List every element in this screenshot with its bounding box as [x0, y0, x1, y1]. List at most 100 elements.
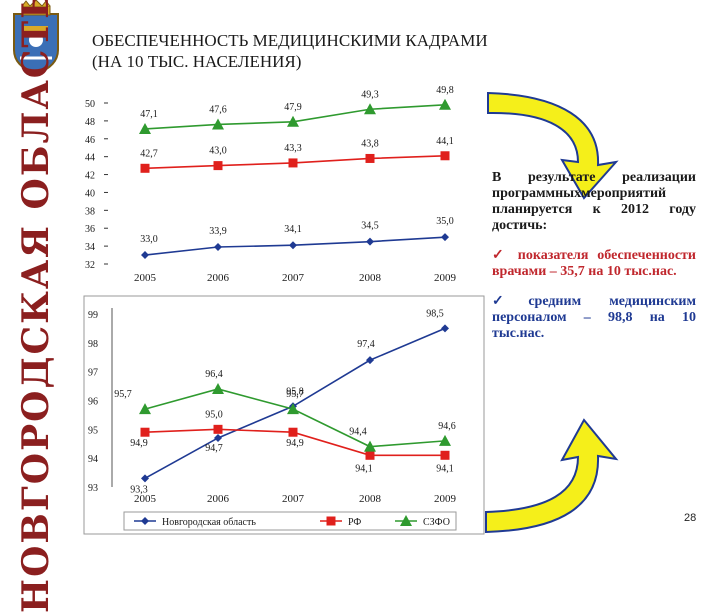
chart1-data-label-2: 43,3 — [284, 143, 302, 154]
chart1-data-label-1: 47,6 — [209, 104, 227, 115]
chart2-point-3 — [212, 382, 224, 394]
chart2-data-label-3: 94,4 — [349, 427, 367, 438]
chart2-data-label-1: 97,4 — [357, 339, 375, 350]
chart2-point-3 — [364, 440, 376, 452]
chart1-point-1 — [212, 118, 224, 130]
chart2-data-label-2: 95,0 — [205, 409, 223, 420]
chart1-y-tick: 46 — [85, 135, 95, 146]
chart2-y-tick: 97 — [88, 368, 98, 379]
arrow-down-icon — [487, 91, 619, 200]
chart2-data-label-1: 93,3 — [130, 484, 148, 495]
chart1-data-label-3: 33,9 — [209, 226, 227, 237]
chart1-data-label-1: 47,1 — [140, 109, 158, 120]
chart1-data-label-2: 43,8 — [361, 138, 379, 149]
chart2-point-2 — [213, 424, 223, 434]
chart2-data-label-3: 94,6 — [438, 421, 456, 432]
chart2-point-1 — [141, 474, 149, 483]
page-number: 28 — [684, 512, 697, 524]
chart1-x-tick: 2007 — [282, 272, 305, 284]
chart2-frame — [83, 295, 485, 535]
chart2-y-tick: 96 — [88, 397, 98, 408]
chart1-y-tick: 36 — [85, 224, 95, 235]
chart1-point-3 — [441, 233, 449, 242]
chart1-point-3 — [289, 241, 297, 250]
chart1-data-label-1: 49,3 — [361, 89, 379, 100]
chart2-point-3 — [439, 434, 451, 446]
chart2-y-tick: 99 — [88, 310, 98, 321]
chart2-point-1 — [214, 433, 222, 442]
chart2-point-3 — [139, 403, 151, 415]
chart2-point-1 — [441, 324, 449, 333]
chart2-legend-marker-2 — [326, 516, 336, 526]
chart2-data-label-2: 94,9 — [130, 438, 148, 449]
chart1-x-tick: 2005 — [134, 272, 157, 284]
chart1-data-label-2: 42,7 — [140, 148, 158, 159]
chart2-data-label-2: 94,1 — [355, 463, 373, 474]
chart1-point-1 — [364, 103, 376, 115]
chart1-y-tick: 34 — [85, 242, 95, 253]
page-title-line2: (НА 10 ТЫС. НАСЕЛЕНИЯ) — [92, 52, 302, 71]
chart1-point-2 — [140, 163, 150, 173]
chart1-data-label-2: 44,1 — [436, 136, 454, 147]
chart2-x-tick: 2006 — [207, 493, 230, 505]
chart1-data-label-3: 35,0 — [436, 216, 454, 227]
callout-intro: В результате реализации программныхмероп… — [492, 170, 696, 233]
chart1-point-1 — [439, 98, 451, 110]
coat-of-arms-icon — [13, 0, 59, 76]
chart2-point-1 — [366, 356, 374, 365]
chart1-point-3 — [366, 237, 374, 246]
chart2-legend-label-2: РФ — [348, 517, 361, 528]
chart2-x-tick: 2007 — [282, 493, 305, 505]
chart1-data-label-1: 49,8 — [436, 85, 454, 96]
chart2-data-label-1: 94,7 — [205, 443, 223, 454]
page-title-line1: ОБЕСПЕЧЕННОСТЬ МЕДИЦИНСКИМИ КАДРАМИ — [92, 31, 488, 50]
chart2-y-tick: 93 — [88, 483, 98, 494]
chart2-y-tick: 98 — [88, 339, 98, 350]
chart2-point-2 — [288, 427, 298, 437]
page-title: ОБЕСПЕЧЕННОСТЬ МЕДИЦИНСКИМИ КАДРАМИ (НА … — [92, 30, 488, 72]
chart2-x-tick: 2005 — [134, 493, 157, 505]
chart2-legend-label-3: СЗФО — [423, 517, 450, 528]
chart2-data-label-2: 94,1 — [436, 463, 454, 474]
chart2-x-tick: 2009 — [434, 493, 457, 505]
chart1-x-tick: 2009 — [434, 272, 457, 284]
chart1-point-3 — [141, 251, 149, 260]
chart1-point-3 — [214, 243, 222, 252]
chart2-legend-marker-1 — [141, 517, 149, 525]
chart1-y-tick: 32 — [85, 260, 95, 271]
chart1-y-tick: 50 — [85, 99, 95, 110]
chart1-y-tick: 38 — [85, 206, 95, 217]
chart1-x-tick: 2008 — [359, 272, 382, 284]
callout-nurses: ✓средним медицинским персоналом – 98,8 н… — [492, 294, 696, 341]
callout-text: В результате реализации программныхмероп… — [492, 170, 696, 356]
chart1-data-label-1: 47,9 — [284, 102, 302, 113]
chart2-data-label-3: 96,4 — [205, 369, 223, 380]
arrow-up-icon — [485, 418, 619, 534]
chart1-point-1 — [139, 122, 151, 134]
chart1-data-label-3: 34,1 — [284, 224, 302, 235]
chart2-y-tick: 94 — [88, 454, 98, 465]
chart1-point-2 — [440, 151, 450, 161]
chart1-point-1 — [287, 115, 299, 127]
chart2-point-2 — [365, 450, 375, 460]
chart2-point-3 — [287, 403, 299, 415]
chart2-data-label-1: 95,8 — [286, 386, 304, 397]
chart1-data-label-3: 33,0 — [140, 234, 158, 245]
region-sidebar: НОВГОРОДСКАЯ ОБЛАСТЬ — [0, 0, 72, 613]
chart1-y-tick: 40 — [85, 188, 95, 199]
charts-canvas: 50 48 46 44 42 40 38 36 34 32 2005 2006 2007 2008 2009… — [83, 85, 619, 535]
chart2-legend-marker-3 — [400, 515, 412, 526]
chart2-data-label-3: 95,7 — [286, 389, 304, 400]
chart1-point-2 — [288, 158, 298, 168]
chart2-point-2 — [440, 450, 450, 460]
chart1-y-tick: 48 — [85, 117, 95, 128]
callout-doctors: ✓ показателя обеспеченности врачами – 35… — [492, 248, 696, 279]
chart1-data-label-3: 34,5 — [361, 221, 379, 232]
chart2-y-tick: 95 — [88, 425, 98, 436]
chart2-data-label-3: 95,7 — [114, 389, 132, 400]
chart2-legend-box — [123, 511, 457, 531]
chart2-legend-label-1: Новгородская область — [162, 517, 256, 528]
chart1-point-2 — [213, 161, 223, 171]
chart1-x-tick: 2006 — [207, 272, 230, 284]
chart1-data-label-2: 43,0 — [209, 146, 227, 157]
